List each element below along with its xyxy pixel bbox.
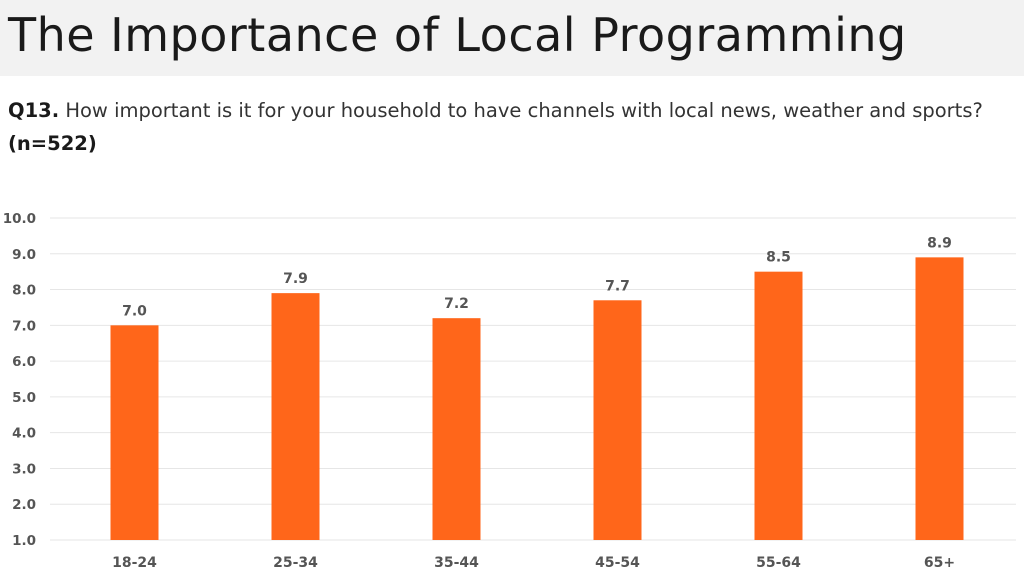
sample-size: (n=522) [8, 132, 97, 155]
x-category-label: 25-34 [273, 555, 318, 571]
question-text: Q13. How important is it for your househ… [8, 94, 1018, 160]
x-axis-categories: 18-24 25-34 35-44 45-54 55-64 65+ [112, 555, 955, 571]
bar [754, 271, 803, 540]
x-category-label: 45-54 [595, 555, 640, 571]
x-category-label: 65+ [924, 555, 955, 571]
question-body: How important is it for your household t… [65, 99, 983, 122]
bar [110, 325, 159, 540]
bar [915, 257, 964, 540]
y-tick-label: 6.0 [12, 354, 36, 370]
title-band [0, 0, 1024, 76]
x-category-label: 18-24 [112, 555, 157, 571]
page-title: The Importance of Local Programming [8, 8, 907, 62]
data-label: 7.9 [283, 271, 308, 287]
x-category-label: 35-44 [434, 555, 479, 571]
data-label: 8.9 [927, 235, 952, 251]
y-tick-label: 9.0 [12, 247, 36, 263]
y-tick-label: 8.0 [12, 283, 36, 299]
y-tick-label: 10.0 [3, 211, 36, 227]
y-tick-label: 7.0 [12, 318, 36, 334]
y-axis-ticks: 1.0 2.0 3.0 4.0 5.0 6.0 7.0 8.0 9.0 10.0 [3, 211, 36, 549]
y-tick-label: 2.0 [12, 497, 36, 513]
bar [271, 293, 320, 540]
bar [432, 318, 481, 540]
data-label: 8.5 [766, 250, 791, 266]
y-tick-label: 4.0 [12, 426, 36, 442]
y-tick-label: 1.0 [12, 533, 36, 549]
question-id: Q13. [8, 99, 60, 122]
bars [110, 257, 964, 540]
gridlines [50, 217, 1016, 541]
y-tick-label: 3.0 [12, 461, 36, 477]
data-label: 7.0 [122, 303, 147, 319]
bar [593, 300, 642, 540]
data-labels: 7.0 7.9 7.2 7.7 8.5 8.9 [122, 235, 952, 319]
y-tick-label: 5.0 [12, 390, 36, 406]
data-label: 7.2 [444, 296, 469, 312]
x-category-label: 55-64 [756, 555, 801, 571]
data-label: 7.7 [605, 278, 630, 294]
